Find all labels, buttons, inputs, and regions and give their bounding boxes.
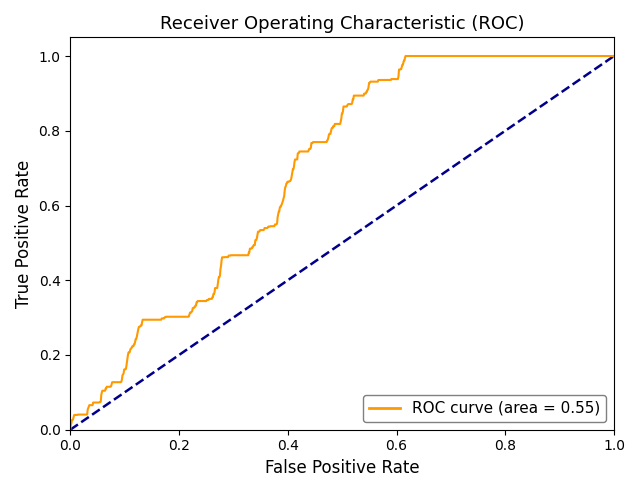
- X-axis label: False Positive Rate: False Positive Rate: [265, 459, 419, 477]
- Legend: ROC curve (area = 0.55): ROC curve (area = 0.55): [363, 395, 606, 422]
- Title: Receiver Operating Characteristic (ROC): Receiver Operating Characteristic (ROC): [160, 15, 524, 33]
- Y-axis label: True Positive Rate: True Positive Rate: [15, 159, 33, 308]
